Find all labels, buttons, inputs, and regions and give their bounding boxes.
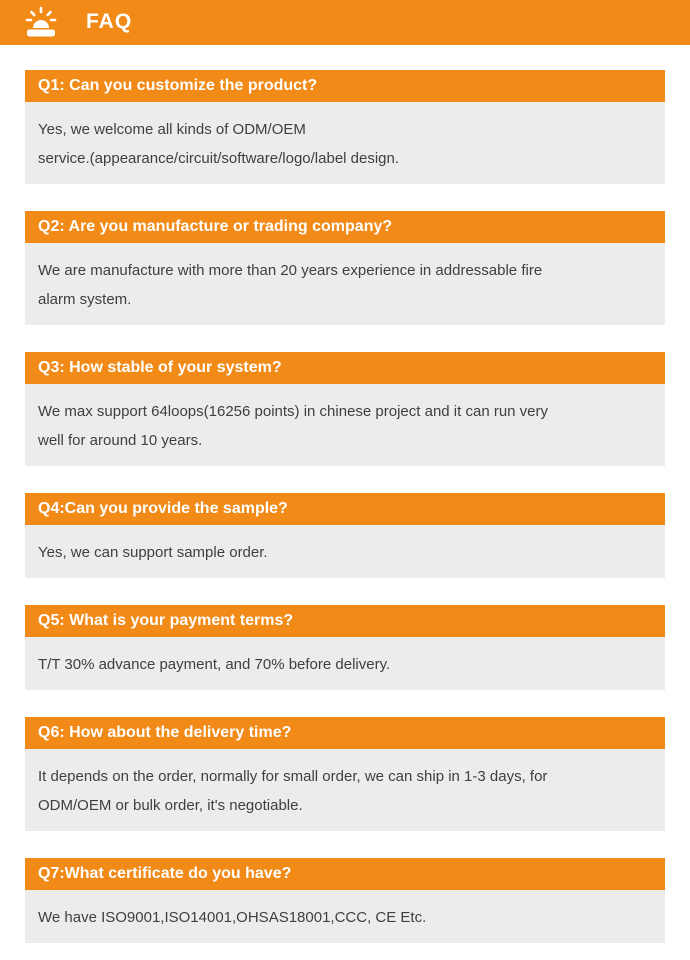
faq-item-q3: Q3: How stable of your system? We max su…: [25, 352, 665, 466]
faq-answer-q6: It depends on the order, normally for sm…: [25, 749, 665, 831]
page-title: FAQ: [86, 9, 133, 33]
faq-question-bar-q3: Q3: How stable of your system?: [25, 352, 665, 384]
faq-question-bar-q5: Q5: What is your payment terms?: [25, 605, 665, 637]
faq-question-bar-q7: Q7:What certificate do you have?: [25, 858, 665, 890]
page-header: FAQ: [0, 0, 690, 45]
faq-answer-line: We have ISO9001,ISO14001,OHSAS18001,CCC,…: [38, 909, 427, 926]
faq-answer-line: It depends on the order, normally for sm…: [38, 768, 548, 785]
faq-question-bar-q4: Q4:Can you provide the sample?: [25, 493, 665, 525]
faq-item-q1: Q1: Can you customize the product? Yes, …: [25, 70, 665, 184]
faq-question-q5: Q5: What is your payment terms?: [38, 612, 294, 629]
faq-item-q6: Q6: How about the delivery time? It depe…: [25, 717, 665, 831]
faq-item-q4: Q4:Can you provide the sample? Yes, we c…: [25, 493, 665, 578]
faq-item-q5: Q5: What is your payment terms? T/T 30% …: [25, 605, 665, 690]
faq-question-bar-q2: Q2: Are you manufacture or trading compa…: [25, 211, 665, 243]
faq-answer-line: T/T 30% advance payment, and 70% before …: [38, 656, 391, 673]
faq-question-q2: Q2: Are you manufacture or trading compa…: [38, 218, 393, 235]
faq-question-q1: Q1: Can you customize the product?: [38, 77, 318, 94]
faq-answer-q7: We have ISO9001,ISO14001,OHSAS18001,CCC,…: [25, 890, 665, 943]
faq-item-q7: Q7:What certificate do you have? We have…: [25, 858, 665, 943]
faq-answer-line: We max support 64loops(16256 points) in …: [38, 403, 549, 420]
faq-list: Q1: Can you customize the product? Yes, …: [25, 70, 665, 943]
faq-answer-line: service.(appearance/circuit/software/log…: [38, 150, 400, 167]
faq-answer-line: We are manufacture with more than 20 yea…: [38, 262, 543, 279]
faq-answer-line: Yes, we can support sample order.: [38, 544, 268, 561]
faq-question-q6: Q6: How about the delivery time?: [38, 724, 292, 741]
faq-answer-line: well for around 10 years.: [38, 432, 203, 449]
faq-question-q3: Q3: How stable of your system?: [38, 359, 282, 376]
faq-answer-q5: T/T 30% advance payment, and 70% before …: [25, 637, 665, 690]
faq-answer-q3: We max support 64loops(16256 points) in …: [25, 384, 665, 466]
faq-answer-line: Yes, we welcome all kinds of ODM/OEM: [38, 121, 306, 138]
faq-answer-q4: Yes, we can support sample order.: [25, 525, 665, 578]
alarm-beacon-icon: [22, 6, 60, 40]
faq-question-bar-q6: Q6: How about the delivery time?: [25, 717, 665, 749]
faq-item-q2: Q2: Are you manufacture or trading compa…: [25, 211, 665, 325]
faq-answer-line: ODM/OEM or bulk order, it's negotiable.: [38, 797, 303, 814]
faq-question-q7: Q7:What certificate do you have?: [38, 865, 292, 882]
faq-answer-q2: We are manufacture with more than 20 yea…: [25, 243, 665, 325]
faq-answer-q1: Yes, we welcome all kinds of ODM/OEM ser…: [25, 102, 665, 184]
faq-answer-line: alarm system.: [38, 291, 132, 308]
faq-question-bar-q1: Q1: Can you customize the product?: [25, 70, 665, 102]
faq-question-q4: Q4:Can you provide the sample?: [38, 500, 288, 517]
